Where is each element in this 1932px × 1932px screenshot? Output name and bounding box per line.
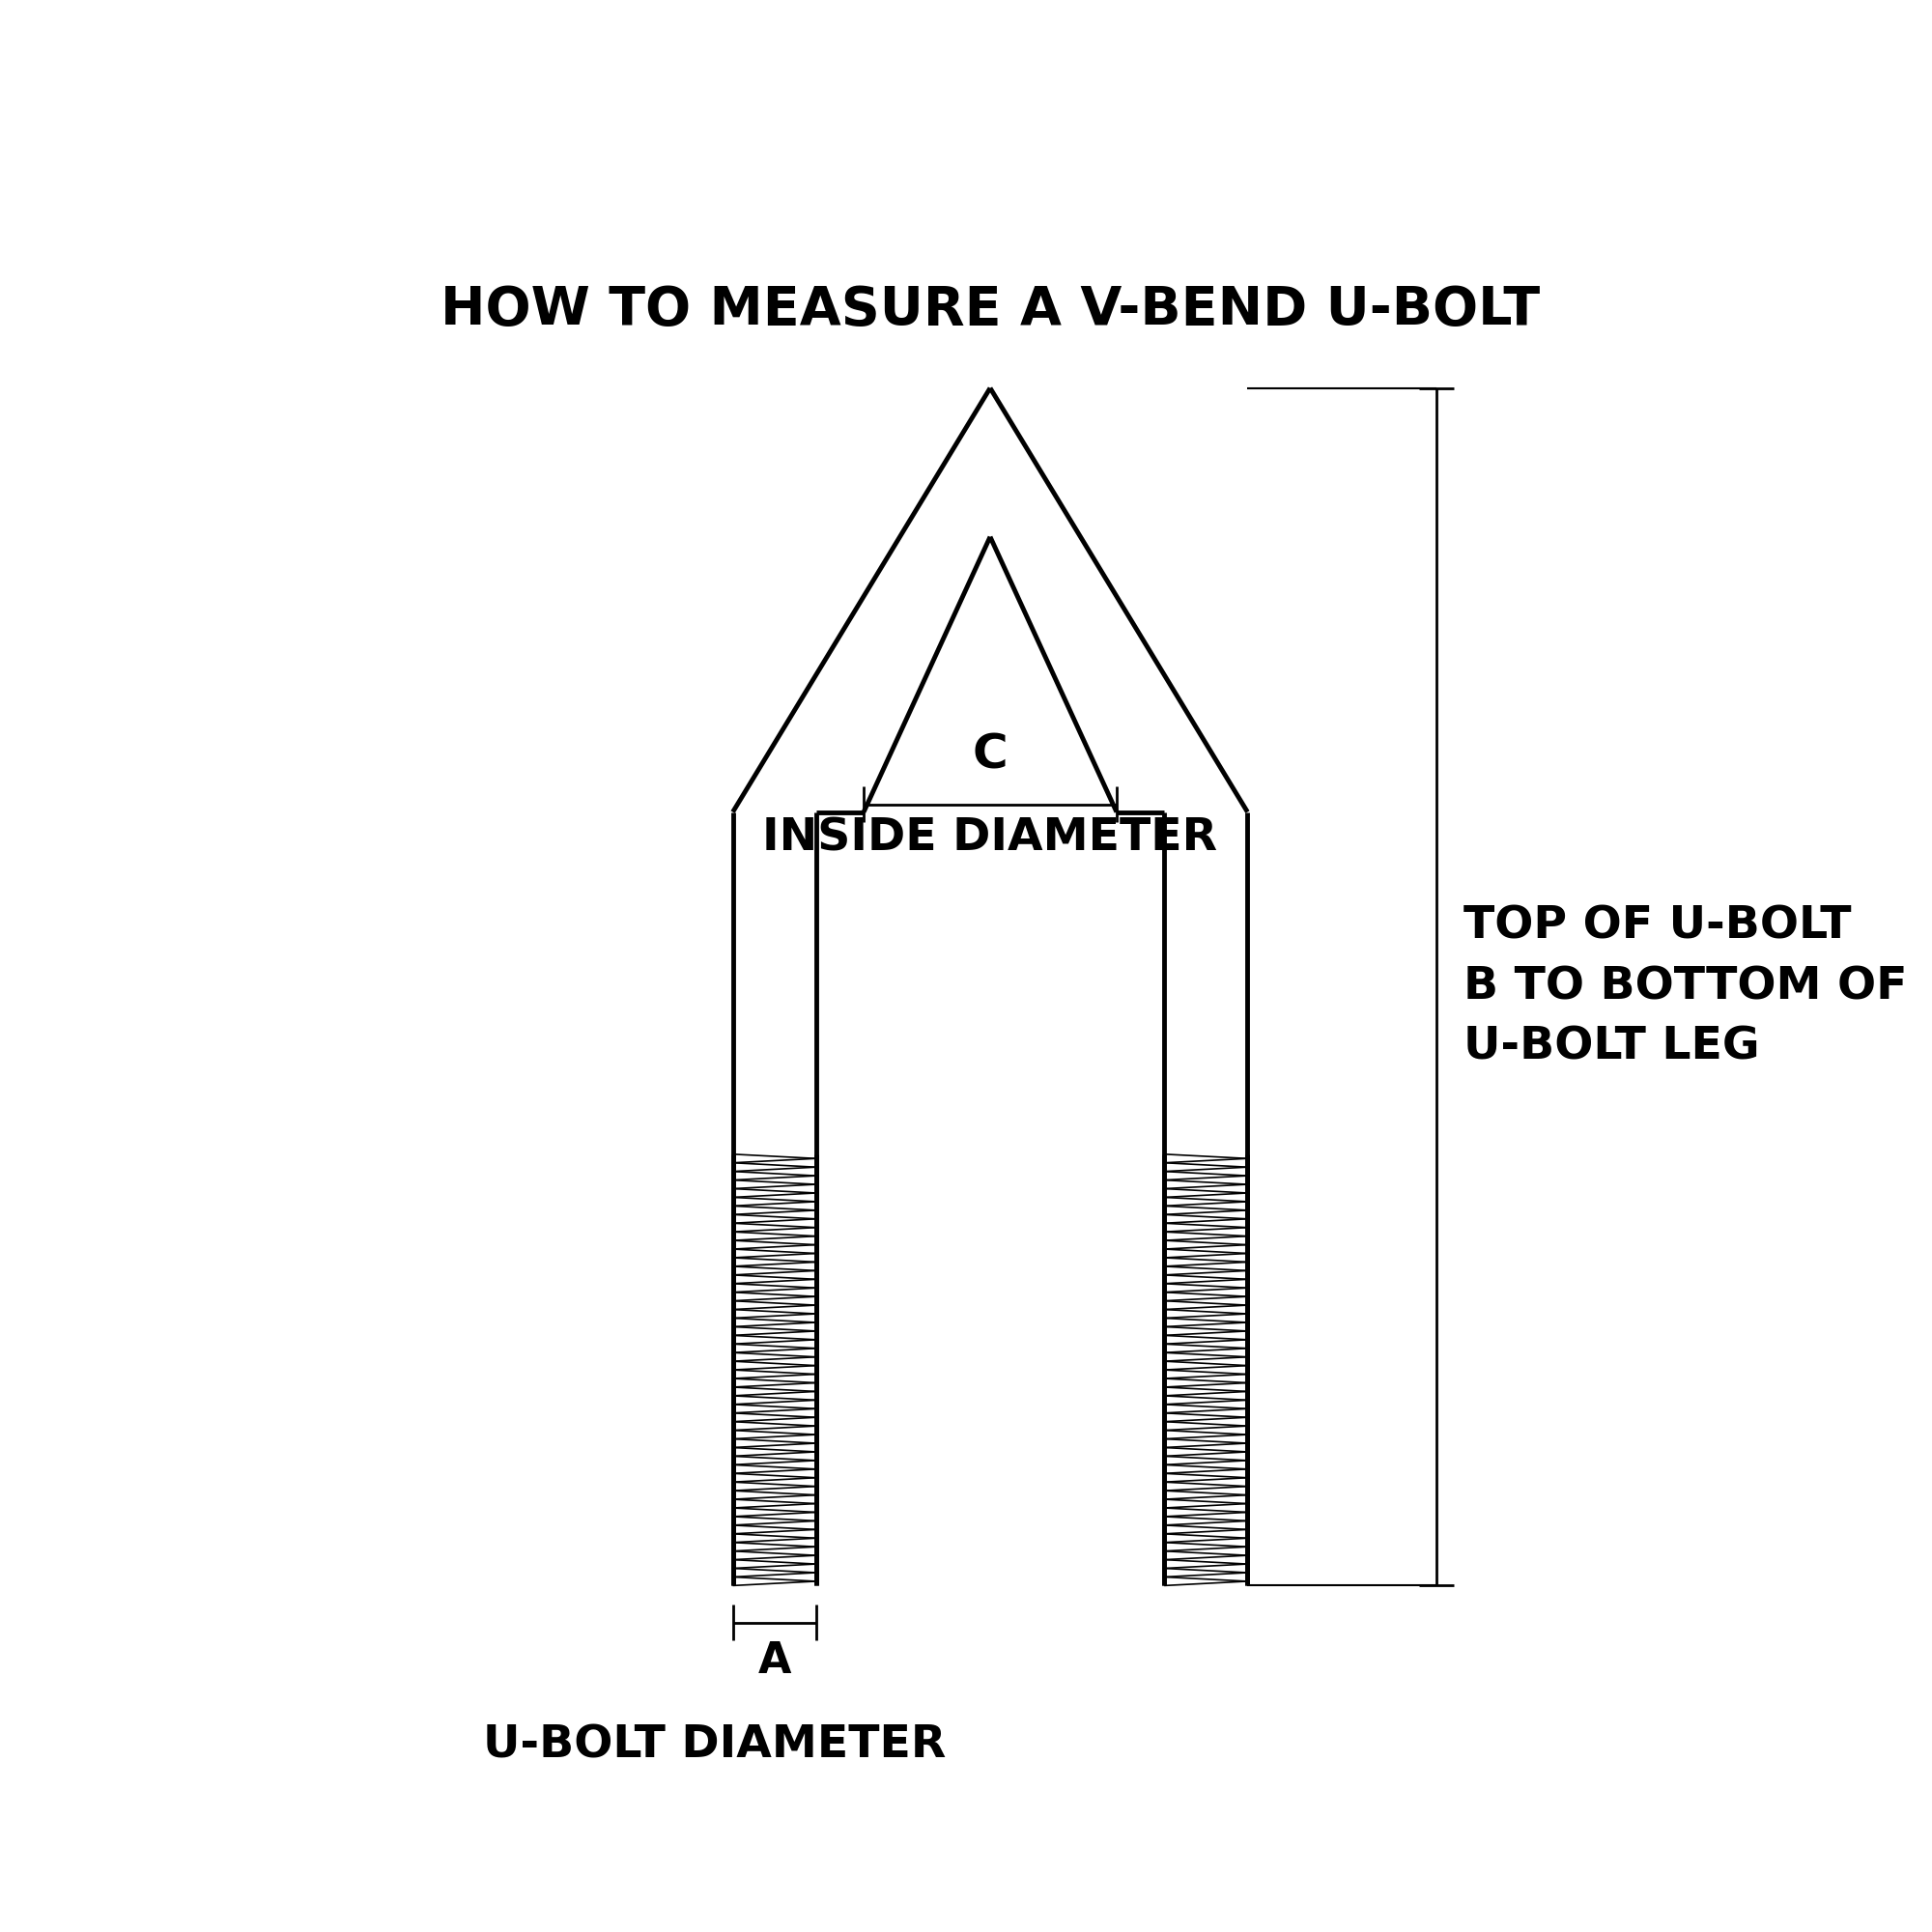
Text: A: A bbox=[757, 1640, 790, 1683]
Text: TOP OF U-BOLT
B TO BOTTOM OF
U-BOLT LEG: TOP OF U-BOLT B TO BOTTOM OF U-BOLT LEG bbox=[1463, 904, 1907, 1068]
Text: U-BOLT DIAMETER: U-BOLT DIAMETER bbox=[483, 1723, 947, 1768]
Text: INSIDE DIAMETER: INSIDE DIAMETER bbox=[763, 817, 1217, 860]
Text: HOW TO MEASURE A V-BEND U-BOLT: HOW TO MEASURE A V-BEND U-BOLT bbox=[440, 284, 1540, 336]
Text: C: C bbox=[972, 732, 1009, 779]
